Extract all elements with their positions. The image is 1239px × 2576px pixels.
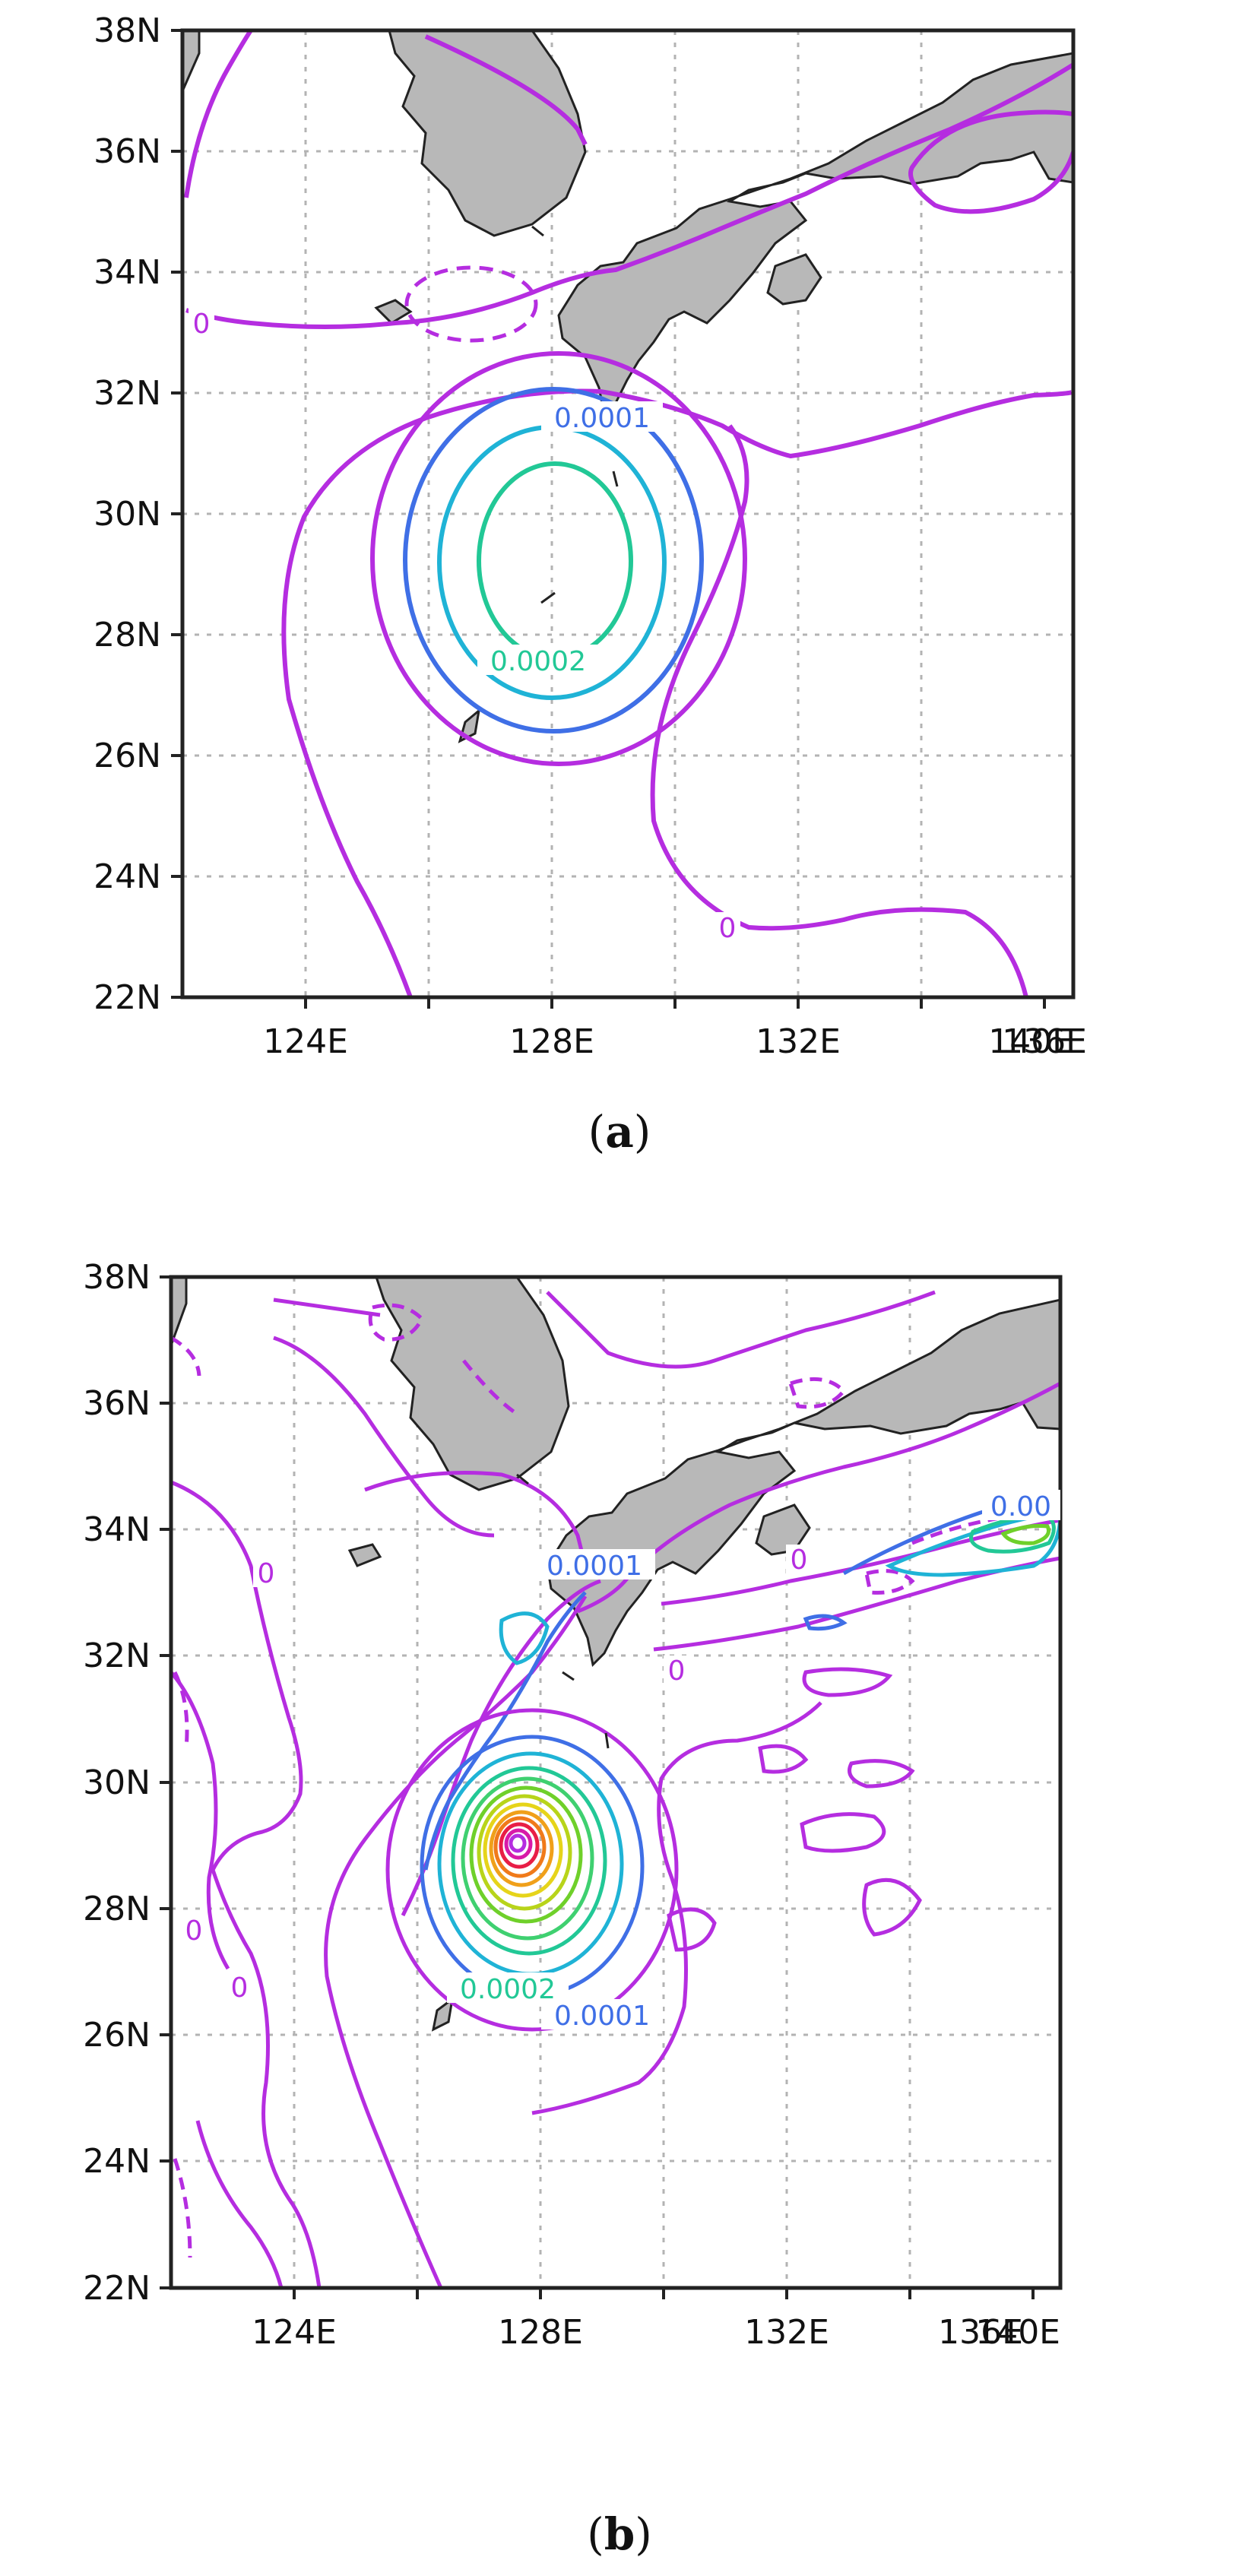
lat-tick-label: 36N: [93, 132, 161, 171]
panel-a-caption: (a): [588, 1106, 651, 1158]
lon-tick-label: 140E: [988, 1022, 1073, 1061]
map-b-land: [171, 1277, 1060, 2032]
lon-tick-label: 132E: [744, 2313, 829, 2352]
lat-tick-label: 26N: [83, 2016, 151, 2055]
lon-tick-label: 132E: [756, 1022, 841, 1061]
map-a-contour-labels: 0.0001 0.0002 0 0: [189, 308, 740, 944]
map-b-island-marks: [516, 1473, 610, 1749]
china-coast-b: [171, 1277, 188, 1347]
japan-b: [546, 1298, 1060, 1668]
map-a-island-marks: [531, 225, 619, 604]
map-b-lon-labels: 124E 128E 132E 136E 140E: [252, 2313, 1060, 2352]
map-a-negative-contour: [404, 265, 538, 343]
lat-tick-label: 30N: [93, 495, 161, 534]
map-b-lat-labels: 22N 24N 26N 28N 30N 32N 34N 36N 38N: [83, 1258, 151, 2308]
japan-a: [557, 52, 1073, 417]
caption-letter: a: [605, 1106, 634, 1158]
map-b-contour-labels: 0.0001 0.0002 0.0001 0.00 0 0 0 0 0: [181, 1490, 1060, 2032]
lon-tick-label: 136E: [938, 2313, 1023, 2352]
korea-b: [375, 1277, 570, 1491]
jeju-b: [347, 1543, 382, 1567]
lon-tick-label: 124E: [263, 1022, 348, 1061]
map-a-svg: 0.0001 0.0002 0 0: [93, 11, 1087, 1061]
caption-letter: b: [604, 2508, 635, 2560]
contour-label: 0: [791, 1545, 808, 1576]
contour-label: 0.0001: [554, 403, 650, 434]
contour-label: 0: [668, 1656, 686, 1687]
contour-label: 0: [258, 1558, 275, 1589]
lat-tick-label: 38N: [93, 11, 161, 50]
map-b-gridlines: [171, 1277, 1060, 2288]
lat-tick-label: 34N: [83, 1510, 151, 1549]
map-b-tick-marks: [160, 1275, 1035, 2299]
map-b-svg: 0.0001 0.0002 0.0001 0.00 0 0 0 0 0: [83, 1258, 1063, 2352]
map-panel-b: 0.0001 0.0002 0.0001 0.00 0 0 0 0 0: [0, 1247, 1239, 2573]
lon-tick-label: 128E: [498, 2313, 583, 2352]
lat-tick-label: 22N: [83, 2269, 151, 2308]
map-a-lon-labels: 124E 128E 132E 136E 140E: [263, 1022, 1087, 1061]
lat-tick-label: 28N: [83, 1890, 151, 1928]
lat-tick-label: 26N: [93, 737, 161, 775]
map-a-land: [182, 30, 1073, 743]
lon-tick-label: 128E: [509, 1022, 594, 1061]
contour-label: 0: [193, 309, 211, 340]
lat-tick-label: 28N: [93, 616, 161, 654]
map-a-tick-marks: [171, 29, 1046, 1009]
korea-a: [388, 30, 587, 237]
map-a-lat-labels: 22N 24N 26N 28N 30N 32N 34N 36N 38N: [93, 11, 161, 1017]
contour-label: 0.0001: [547, 1551, 642, 1582]
contour-label: 0: [231, 1972, 249, 2004]
jeju-a: [374, 299, 413, 325]
contour-label: 0.0001: [554, 2001, 650, 2032]
contour-label: 0.00: [990, 1491, 1051, 1522]
contour-label: 0.0002: [490, 646, 586, 677]
lat-tick-label: 32N: [93, 374, 161, 413]
lat-tick-label: 24N: [93, 857, 161, 896]
lat-tick-label: 32N: [83, 1637, 151, 1675]
lon-tick-label: 124E: [252, 2313, 337, 2352]
china-coast-a: [182, 30, 201, 93]
lat-tick-label: 24N: [83, 2142, 151, 2181]
lon-tick-label: 136E: [1002, 1022, 1087, 1061]
lat-tick-label: 38N: [83, 1258, 151, 1297]
lat-tick-label: 34N: [93, 253, 161, 292]
contour-label: 0: [185, 1915, 203, 1947]
map-b-central-contours: [364, 1471, 679, 2032]
contour-label: 0: [719, 913, 737, 944]
lon-tick-label: 140E: [975, 2313, 1060, 2352]
lat-tick-label: 36N: [83, 1384, 151, 1423]
lat-tick-label: 22N: [93, 978, 161, 1017]
panel-b-caption: (b): [587, 2508, 652, 2560]
shikoku-a: [766, 253, 822, 306]
map-panel-a: 0.0001 0.0002 0 0: [0, 0, 1239, 1163]
contour-label: 0.0002: [460, 1974, 556, 2005]
lat-tick-label: 30N: [83, 1763, 151, 1802]
